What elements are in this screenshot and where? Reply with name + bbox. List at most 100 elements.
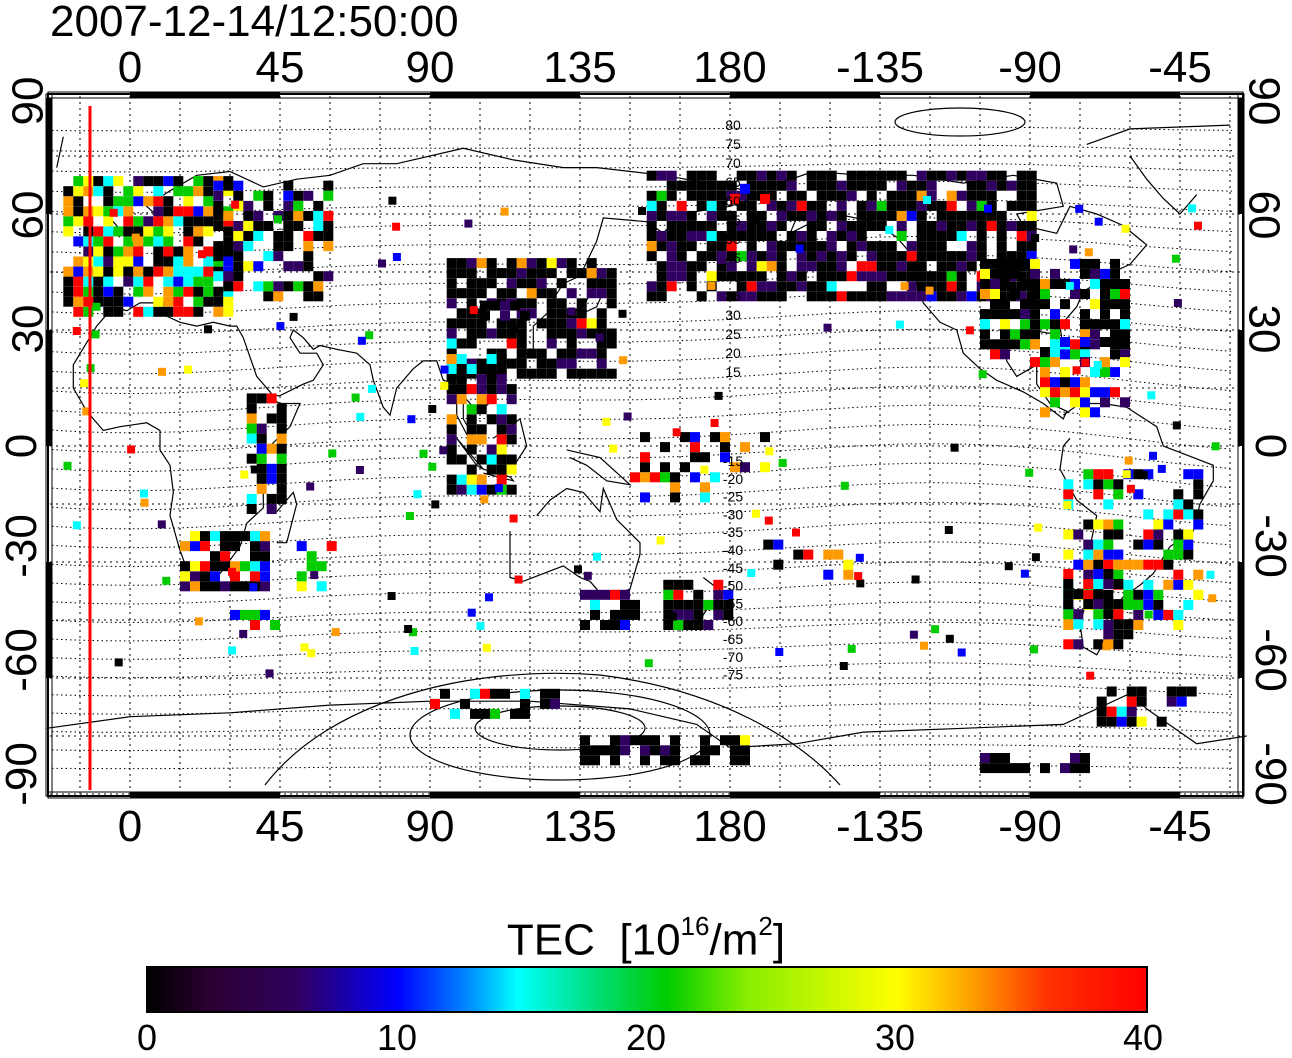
tec-cell [717, 256, 726, 264]
tec-cell [1080, 763, 1090, 774]
tec-cell [706, 180, 717, 191]
tec-cell [846, 170, 857, 181]
tec-cell [1050, 309, 1060, 320]
tec-cell [816, 241, 827, 252]
tec-cell [356, 412, 365, 421]
tec-cell [1040, 289, 1050, 299]
tec-cell [250, 541, 260, 552]
tec-cell [446, 454, 457, 465]
tec-cell [886, 170, 897, 181]
tec-cell [276, 433, 287, 444]
tec-cell [467, 608, 476, 617]
tec-cell [980, 279, 990, 289]
tec-cell [113, 296, 124, 307]
tec-cell [956, 210, 967, 221]
tec-cell [276, 413, 287, 424]
tec-cell [183, 306, 194, 317]
tec-cell [576, 368, 587, 379]
tec-cell [1093, 599, 1104, 610]
tec-cell [193, 296, 204, 307]
tec-cell [193, 236, 204, 247]
tec-cell [103, 236, 114, 247]
tec-cell [526, 268, 537, 279]
tec-cell [1073, 529, 1084, 540]
tec-cell [619, 356, 628, 365]
tec-cell [253, 210, 264, 221]
tec-cell [1143, 589, 1154, 600]
tec-cell [580, 620, 590, 630]
tec-cell [646, 190, 657, 201]
tec-cell [710, 472, 720, 483]
tec-cell [1100, 309, 1110, 320]
tec-cell [486, 328, 497, 339]
tec-cell [456, 374, 467, 385]
tec-cell [190, 531, 200, 542]
tec-cell [896, 190, 907, 201]
tec-cell [1020, 339, 1030, 350]
tec-cell [63, 296, 74, 307]
tec-cell [536, 358, 547, 369]
tec-cell [580, 589, 590, 600]
tec-cell [911, 575, 920, 584]
tec-cell [756, 210, 767, 221]
colorbar-tick-40: 40 [1122, 1017, 1164, 1058]
tec-cell [846, 271, 857, 282]
tec-cell [496, 288, 507, 299]
tec-cell [486, 384, 497, 395]
tec-cell [153, 176, 164, 187]
tec-cell [996, 291, 1007, 302]
tec-cell [726, 180, 737, 191]
tec-cell [610, 589, 620, 600]
tec-cell [230, 609, 240, 620]
tec-cell [456, 338, 467, 349]
tec-cell [696, 251, 707, 262]
tec-cell [1100, 299, 1110, 310]
tec-cell [736, 251, 747, 262]
tec-cell [323, 190, 334, 201]
tec-cell [576, 268, 587, 279]
tec-cell [707, 281, 716, 290]
contour-label: 70 [725, 155, 741, 171]
tec-cell [430, 698, 440, 709]
tec-cell [1060, 279, 1070, 289]
tec-cell [203, 256, 214, 267]
tec-cell [163, 236, 174, 247]
tec-cell [976, 170, 987, 181]
tec-cell [153, 196, 164, 207]
tec-cell [536, 318, 547, 329]
tec-cell [1103, 519, 1114, 530]
tec-cell [274, 215, 282, 224]
tec-cell [313, 271, 324, 282]
tec-cell [250, 620, 260, 630]
tec-cell [173, 216, 184, 227]
coastline [566, 449, 632, 486]
tec-cell [826, 180, 837, 191]
tec-cell [223, 216, 234, 227]
tec-cell [776, 251, 787, 262]
tec-cell [466, 424, 477, 435]
tec-cell [446, 348, 457, 359]
tec-cell [516, 328, 527, 339]
tec-cell [766, 190, 777, 201]
tec-cell [773, 539, 784, 550]
tec-cell [404, 625, 413, 633]
tec-cell [906, 210, 917, 221]
tec-cell [1113, 619, 1124, 630]
tec-cell [1100, 279, 1110, 289]
tec-cell [1147, 391, 1156, 400]
tec-cell [686, 210, 697, 221]
tec-cell [876, 221, 887, 231]
mag-contour [51, 764, 1233, 770]
tec-cell [816, 291, 827, 302]
tec-cell [946, 200, 957, 211]
tec-cell [566, 258, 577, 269]
tec-cell [740, 183, 750, 194]
tec-cell [696, 291, 707, 302]
tec-cell [1083, 549, 1094, 560]
tec-cell [706, 231, 717, 241]
tec-cell [1030, 319, 1040, 330]
tec-cell [843, 569, 854, 580]
tec-cell [153, 306, 164, 317]
tec-cell [776, 241, 787, 252]
tec-cell [756, 251, 767, 262]
